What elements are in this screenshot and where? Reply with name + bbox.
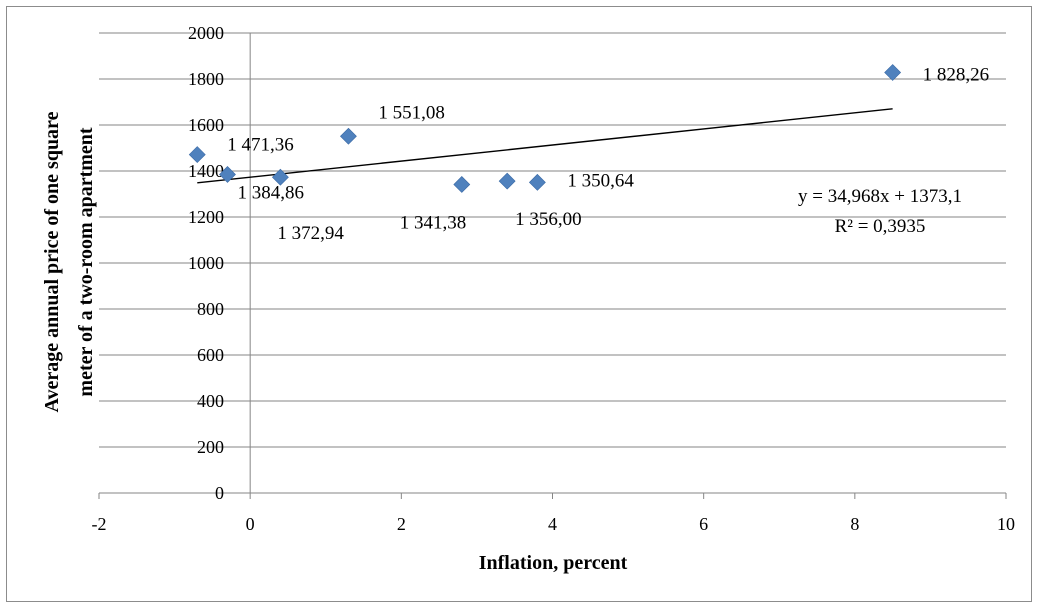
y-axis-title-line-1: Average annual price of one square	[41, 111, 63, 412]
data-point	[340, 127, 357, 145]
data-label: 1 384,86	[237, 182, 304, 203]
x-tick-label: 4	[548, 514, 557, 534]
trendline-equation: y = 34,968x + 1373,1	[798, 186, 962, 207]
x-tick-label: -2	[92, 514, 107, 534]
y-tick-label: 800	[197, 299, 224, 319]
y-tick-label: 1400	[188, 161, 224, 181]
x-tick-label: 6	[699, 514, 708, 534]
data-label: 1 471,36	[227, 135, 294, 156]
x-tick-label: 10	[997, 514, 1015, 534]
x-axis-title: Inflation, percent	[479, 552, 628, 574]
data-point	[188, 146, 206, 164]
data-label: 1 828,26	[923, 65, 990, 86]
data-point	[453, 176, 471, 193]
data-point	[498, 172, 516, 190]
x-tick-label: 0	[246, 514, 255, 534]
data-point	[884, 64, 902, 81]
y-tick-label: 1800	[188, 69, 224, 89]
x-tick-label: 8	[850, 514, 859, 534]
x-tick-label: 2	[397, 514, 406, 534]
trendline	[197, 108, 893, 184]
y-tick-label: 1600	[188, 115, 224, 135]
trendline-r-squared: R² = 0,3935	[835, 216, 926, 237]
y-tick-label: 600	[197, 345, 224, 365]
y-tick-label: 1000	[188, 253, 224, 273]
data-labels: 1 471,36 1 384,86 1 372,94 1 551,08 1 341,38…	[227, 65, 989, 245]
y-tick-label: 0	[215, 483, 224, 503]
y-tick-label: 400	[197, 391, 224, 411]
data-label: 1 551,08	[378, 102, 445, 123]
data-point	[528, 173, 546, 191]
data-point	[219, 166, 236, 183]
data-label: 1 341,38	[400, 212, 467, 233]
gridlines	[99, 32, 1006, 448]
chart-frame	[6, 6, 1032, 602]
data-label: 1 350,64	[567, 170, 634, 191]
y-tick-label: 1200	[188, 207, 224, 227]
tick-labels: 0 200 400 600 800 1000 1200 1400 1600 1800 2000 -2 0…	[92, 23, 1016, 534]
data-label: 1 372,94	[277, 223, 344, 244]
y-tick-label: 2000	[188, 23, 224, 43]
y-tick-label: 200	[197, 437, 224, 457]
data-point	[271, 168, 289, 186]
y-axis-title-line-2: meter of a two-room apartment	[75, 127, 97, 397]
data-points	[188, 64, 902, 193]
data-label: 1 356,00	[515, 209, 582, 230]
axes	[98, 32, 1007, 499]
trendline-group	[197, 108, 893, 184]
